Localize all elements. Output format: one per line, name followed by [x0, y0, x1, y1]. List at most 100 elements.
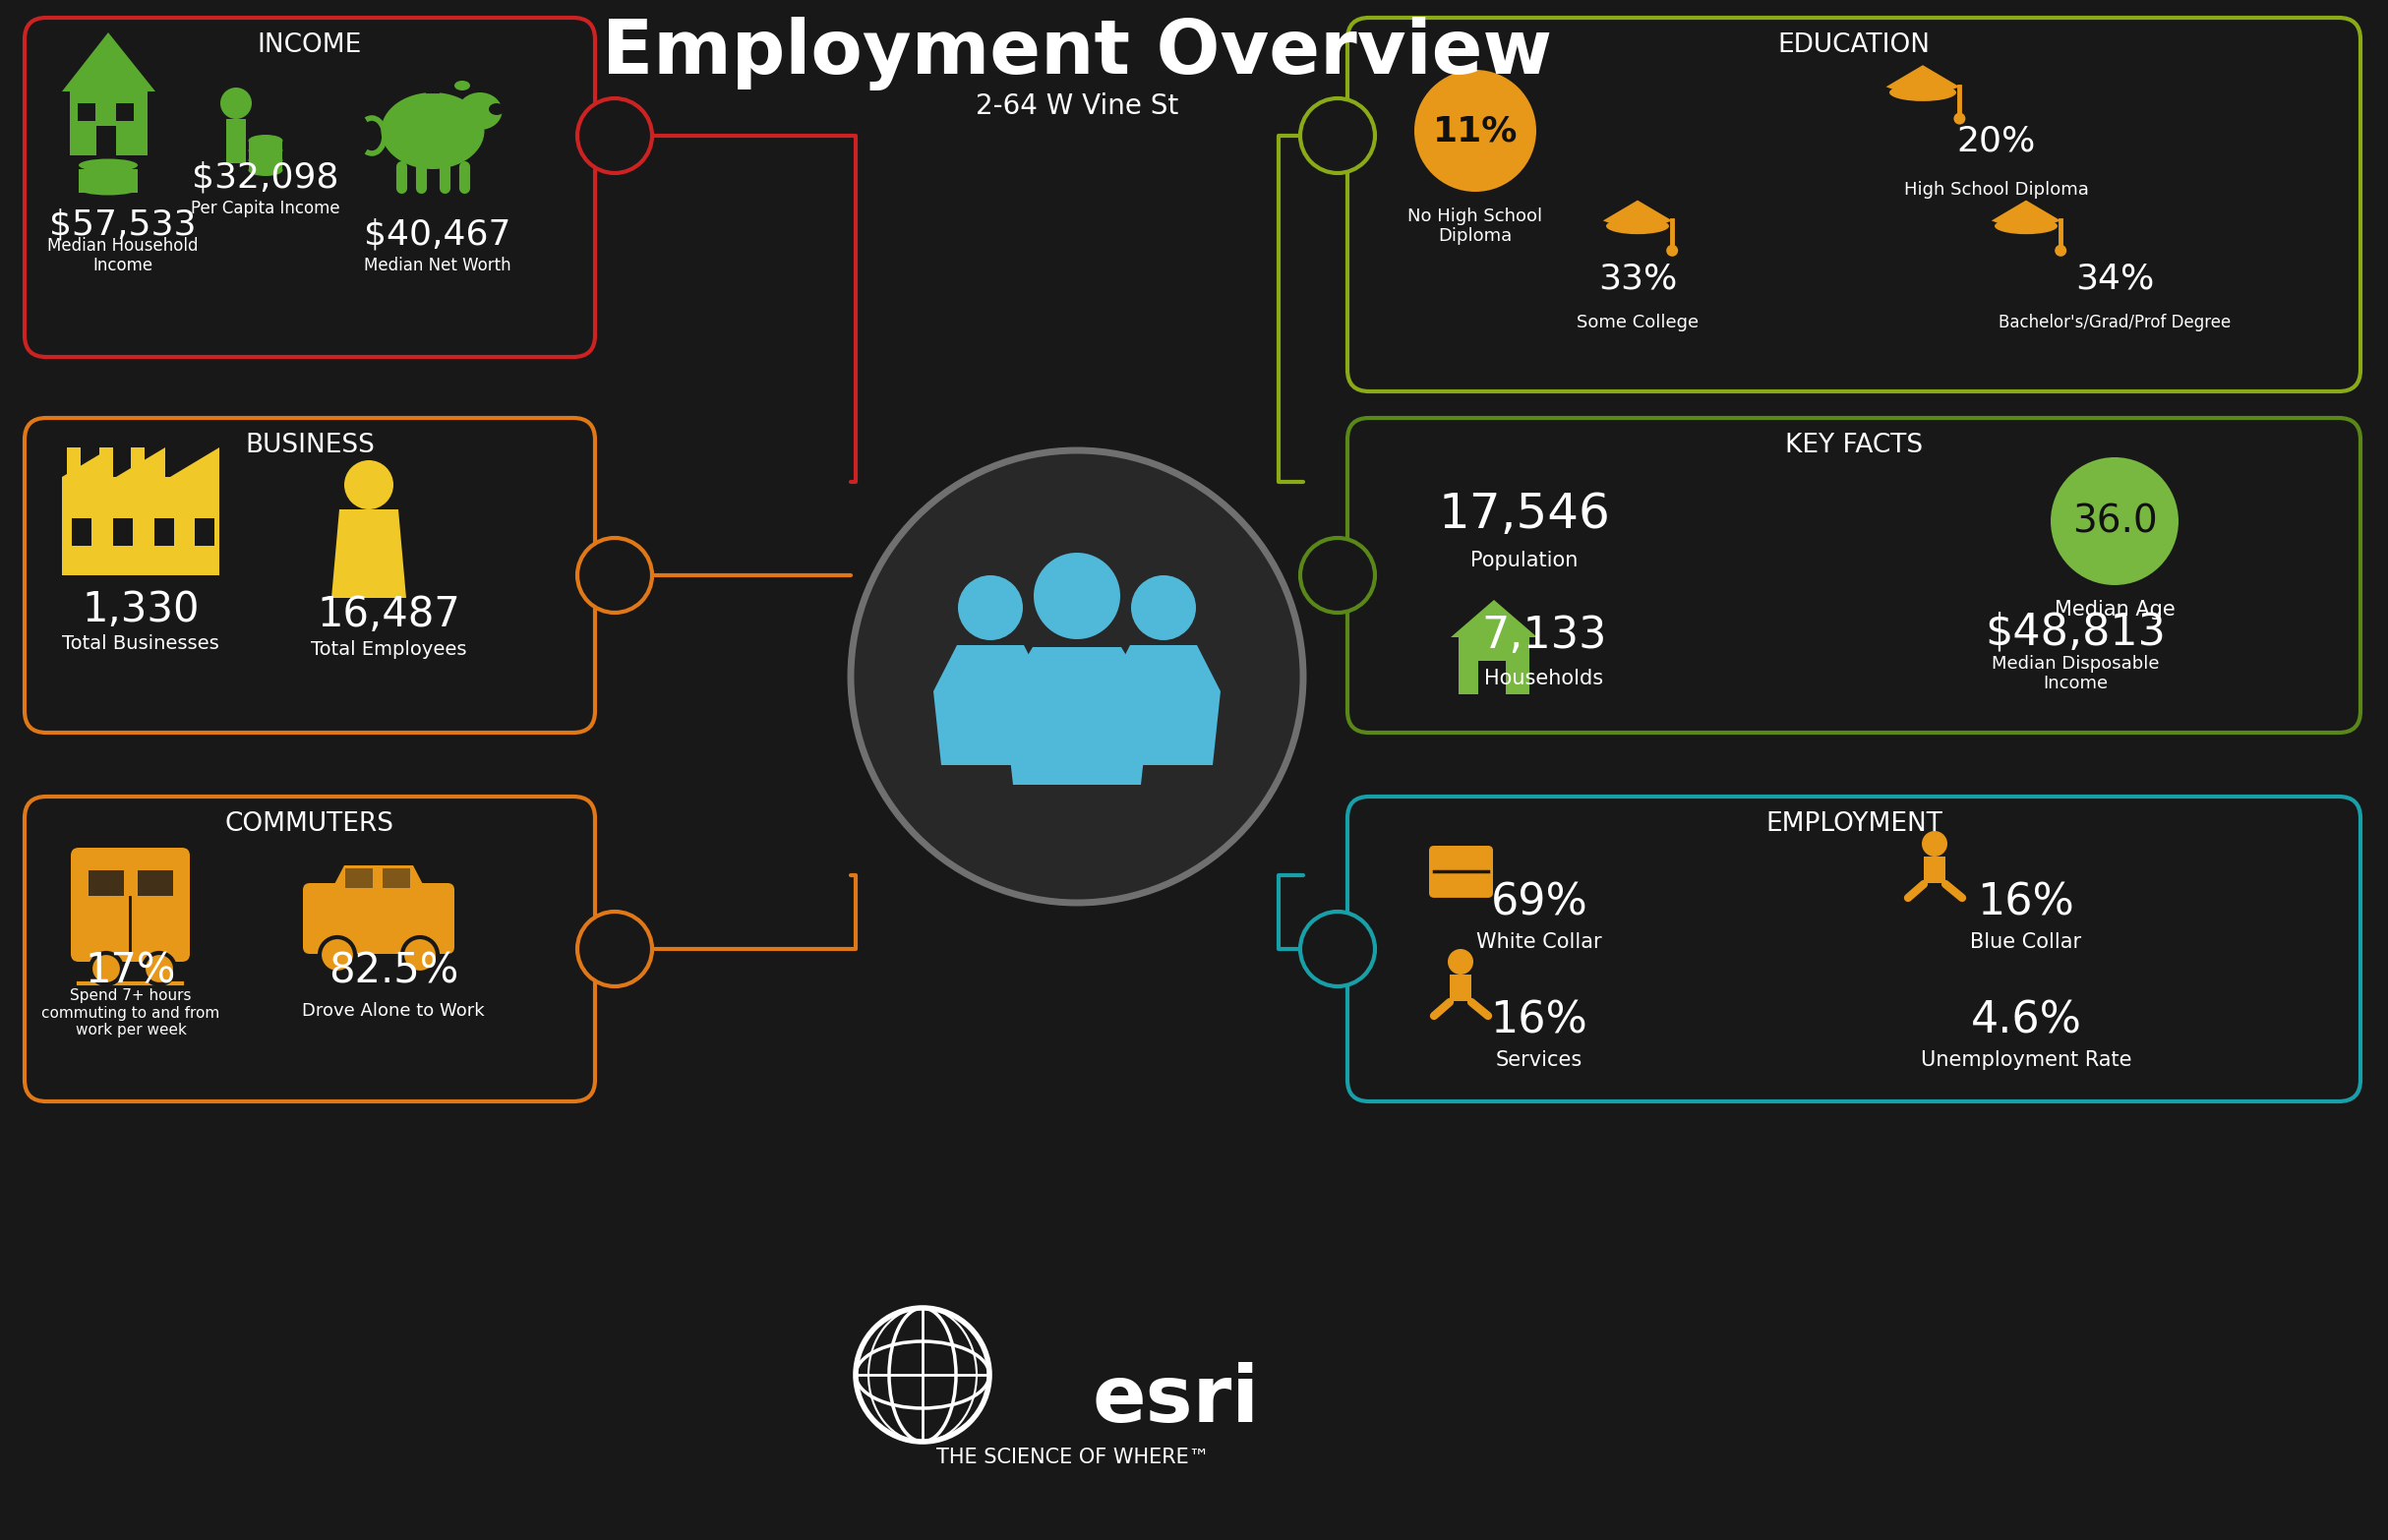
Ellipse shape — [1607, 217, 1669, 234]
Text: No High School
Diploma: No High School Diploma — [1409, 206, 1543, 245]
Bar — [227, 119, 246, 163]
Circle shape — [320, 938, 356, 973]
Ellipse shape — [248, 165, 282, 176]
Text: 7,133: 7,133 — [1481, 614, 1607, 658]
Text: EMPLOYMENT: EMPLOYMENT — [1765, 812, 1941, 836]
Ellipse shape — [79, 159, 139, 171]
Text: COMMUTERS: COMMUTERS — [224, 812, 394, 836]
Bar — [79, 103, 96, 122]
Text: Total Businesses: Total Businesses — [62, 634, 220, 653]
Ellipse shape — [454, 80, 470, 91]
Circle shape — [2054, 245, 2066, 257]
Bar — [1478, 661, 1507, 695]
Circle shape — [1953, 112, 1965, 125]
Text: 36.0: 36.0 — [2073, 502, 2156, 541]
Text: Population: Population — [1471, 551, 1578, 570]
Ellipse shape — [248, 134, 282, 146]
Text: 16%: 16% — [1977, 881, 2075, 924]
FancyBboxPatch shape — [303, 882, 454, 953]
Circle shape — [578, 99, 652, 172]
Text: Unemployment Rate: Unemployment Rate — [1920, 1050, 2132, 1070]
Ellipse shape — [490, 103, 504, 116]
Text: 20%: 20% — [1958, 123, 2037, 157]
Polygon shape — [1003, 647, 1151, 785]
Ellipse shape — [248, 154, 282, 166]
Text: Median Net Worth: Median Net Worth — [363, 257, 511, 274]
Circle shape — [2051, 457, 2178, 585]
Bar — [79, 185, 139, 192]
Bar — [112, 519, 134, 545]
Circle shape — [1299, 537, 1375, 613]
Text: $40,467: $40,467 — [363, 217, 511, 251]
Text: KEY FACTS: KEY FACTS — [1786, 433, 1922, 459]
Bar — [196, 519, 215, 545]
Polygon shape — [170, 448, 220, 477]
Text: 17%: 17% — [86, 950, 177, 992]
Text: 16,487: 16,487 — [318, 594, 461, 636]
FancyBboxPatch shape — [1347, 417, 2359, 733]
Text: 17,546: 17,546 — [1438, 491, 1610, 537]
Text: BUSINESS: BUSINESS — [246, 433, 375, 459]
Polygon shape — [1602, 200, 1672, 233]
Polygon shape — [62, 448, 112, 477]
Text: High School Diploma: High School Diploma — [1903, 180, 2090, 199]
Text: esri: esri — [1091, 1361, 1258, 1438]
Ellipse shape — [382, 92, 485, 169]
Polygon shape — [332, 510, 406, 598]
Text: Blue Collar: Blue Collar — [1970, 932, 2082, 952]
Circle shape — [1299, 99, 1375, 172]
Ellipse shape — [79, 166, 139, 180]
Ellipse shape — [1889, 83, 1956, 102]
Circle shape — [1667, 245, 1679, 257]
Bar — [79, 177, 139, 185]
Text: INCOME: INCOME — [258, 32, 363, 59]
Polygon shape — [1887, 65, 1961, 100]
Bar — [248, 151, 282, 160]
Bar — [346, 869, 373, 889]
Circle shape — [1034, 553, 1120, 639]
Circle shape — [143, 953, 174, 984]
Text: Bachelor's/Grad/Prof Degree: Bachelor's/Grad/Prof Degree — [1999, 314, 2230, 331]
Bar — [69, 91, 148, 156]
Text: 33%: 33% — [1598, 262, 1676, 296]
Text: White Collar: White Collar — [1476, 932, 1602, 952]
Circle shape — [1299, 912, 1375, 986]
Bar — [382, 869, 411, 889]
Polygon shape — [1450, 601, 1538, 638]
Ellipse shape — [458, 92, 501, 129]
Circle shape — [1132, 576, 1196, 641]
Bar — [100, 448, 112, 485]
FancyBboxPatch shape — [24, 796, 595, 1101]
Text: 4.6%: 4.6% — [1970, 999, 2082, 1043]
Bar — [155, 519, 174, 545]
Bar — [139, 870, 172, 896]
Circle shape — [850, 450, 1304, 902]
Text: 2-64 W Vine St: 2-64 W Vine St — [977, 92, 1177, 120]
Ellipse shape — [248, 145, 282, 157]
Text: 1,330: 1,330 — [81, 590, 201, 630]
Text: Drove Alone to Work: Drove Alone to Work — [303, 1003, 485, 1019]
Circle shape — [91, 953, 122, 984]
Text: EDUCATION: EDUCATION — [1777, 32, 1930, 59]
Circle shape — [1414, 69, 1535, 192]
Polygon shape — [332, 865, 425, 890]
Ellipse shape — [79, 174, 139, 188]
Text: $57,533: $57,533 — [50, 208, 196, 240]
Bar — [62, 477, 220, 576]
Text: $48,813: $48,813 — [1984, 611, 2166, 653]
Bar — [131, 448, 146, 485]
Text: Median Age: Median Age — [2054, 601, 2175, 619]
Text: THE SCIENCE OF WHERE™: THE SCIENCE OF WHERE™ — [936, 1448, 1208, 1468]
Bar — [1925, 856, 1946, 882]
Bar — [72, 519, 91, 545]
Bar — [96, 126, 117, 156]
Text: Some College: Some College — [1576, 314, 1698, 331]
FancyBboxPatch shape — [24, 17, 595, 357]
Ellipse shape — [79, 182, 139, 196]
FancyBboxPatch shape — [1347, 796, 2359, 1101]
Bar — [79, 169, 139, 177]
Circle shape — [344, 460, 394, 510]
Text: Median Household
Income: Median Household Income — [48, 237, 198, 274]
Text: Median Disposable
Income: Median Disposable Income — [1992, 654, 2159, 693]
Bar — [248, 160, 282, 169]
